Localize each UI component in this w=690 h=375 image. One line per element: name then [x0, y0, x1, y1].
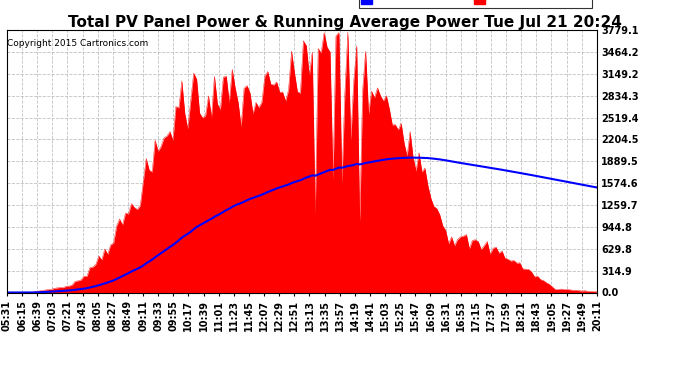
Legend: Average  (DC Watts), PV Panels  (DC Watts): Average (DC Watts), PV Panels (DC Watts) — [359, 0, 592, 8]
Text: Copyright 2015 Cartronics.com: Copyright 2015 Cartronics.com — [7, 39, 148, 48]
Text: Total PV Panel Power & Running Average Power Tue Jul 21 20:24: Total PV Panel Power & Running Average P… — [68, 15, 622, 30]
